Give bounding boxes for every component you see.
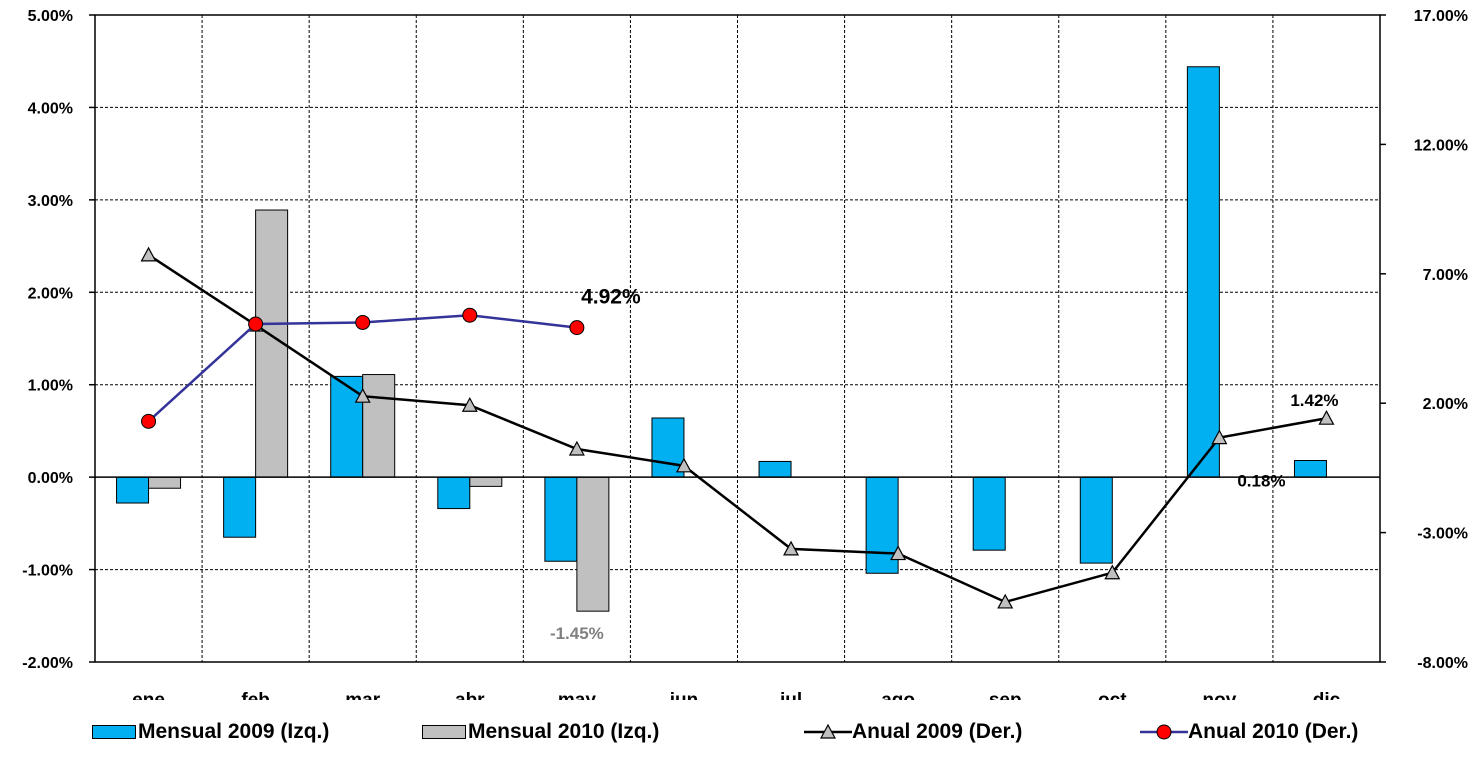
- bar-mensual-2009: [972, 476, 1006, 551]
- legend-swatch-mensual-2010: [422, 725, 466, 739]
- category-label: may: [558, 690, 596, 700]
- category-label: ene: [132, 690, 165, 700]
- point-anual-2009: [1211, 429, 1228, 445]
- legend-label: Mensual 2010 (Izq.): [468, 720, 660, 743]
- legend-marker-triangle-icon: [804, 723, 852, 739]
- legend-marker-circle-icon: [1140, 724, 1188, 740]
- right-tick-label: -8.00%: [1417, 655, 1468, 672]
- left-tick-label: 4.00%: [28, 100, 73, 117]
- bar-mensual-2009: [1293, 460, 1327, 478]
- point-anual-2010: [462, 307, 478, 323]
- left-tick-label: 1.00%: [28, 378, 73, 395]
- category-label: feb: [241, 690, 270, 700]
- line-anual-2009: [147, 253, 1327, 604]
- left-tick-label: 2.00%: [28, 285, 73, 302]
- point-anual-2009: [140, 246, 157, 262]
- point-anual-2009: [1104, 564, 1121, 580]
- data-label: 4.92%: [581, 286, 641, 309]
- category-label: oct: [1098, 690, 1127, 700]
- point-anual-2009: [568, 440, 585, 456]
- legend-label: Anual 2009 (Der.): [852, 720, 1023, 743]
- category-label: ago: [881, 690, 915, 700]
- point-anual-2009: [675, 457, 692, 473]
- point-anual-2009: [783, 540, 800, 556]
- bar-mensual-2009: [1186, 66, 1220, 478]
- left-tick-label: 3.00%: [28, 193, 73, 210]
- right-tick-label: 7.00%: [1423, 267, 1468, 284]
- legend-item-mensual-2010: Mensual 2010 (Izq.): [422, 712, 659, 752]
- bars: [116, 66, 1327, 612]
- legend: Mensual 2009 (Izq.) Mensual 2010 (Izq.) …: [0, 712, 1472, 752]
- right-tick-label: -3.00%: [1417, 526, 1468, 543]
- bar-mensual-2009: [437, 476, 471, 510]
- point-anual-2009: [890, 545, 907, 561]
- point-anual-2010: [569, 320, 585, 336]
- category-label: nov: [1202, 690, 1236, 700]
- category-label: mar: [345, 690, 380, 700]
- left-tick-label: -1.00%: [22, 563, 73, 580]
- tick-labels: 5.00% 4.00% 3.00% 2.00% 1.00% 0.00% -1.00% -2.0…: [22, 8, 1468, 700]
- legend-label: Anual 2010 (Der.): [1188, 720, 1359, 743]
- category-label: abr: [455, 690, 485, 700]
- bar-mensual-2010: [362, 374, 396, 478]
- bar-mensual-2009: [758, 460, 792, 478]
- axes: [89, 14, 1386, 663]
- data-label: 1.42%: [1290, 391, 1338, 410]
- data-label: -1.45%: [550, 624, 604, 643]
- bar-mensual-2009: [651, 417, 685, 478]
- bar-mensual-2009: [544, 476, 578, 562]
- category-label: sep: [989, 690, 1022, 700]
- point-anual-2010: [248, 316, 264, 332]
- category-label: jul: [779, 690, 802, 700]
- category-label: dic: [1313, 690, 1341, 700]
- data-label: 0.18%: [1237, 472, 1285, 491]
- point-anual-2009: [354, 387, 371, 403]
- legend-item-anual-2010: Anual 2010 (Der.): [1140, 712, 1358, 752]
- point-anual-2009: [997, 593, 1014, 609]
- point-anual-2009: [461, 397, 478, 412]
- right-tick-label: 17.00%: [1414, 8, 1468, 25]
- point-anual-2010: [355, 314, 371, 330]
- category-label: jun: [669, 690, 699, 700]
- plot-frame: [94, 14, 1381, 663]
- bar-mensual-2009: [223, 476, 257, 538]
- bar-mensual-2009: [330, 375, 364, 478]
- bar-mensual-2009: [1079, 476, 1113, 564]
- bar-mensual-2009: [116, 476, 150, 504]
- bar-mensual-2010: [576, 476, 610, 612]
- point-anual-2009: [1318, 409, 1335, 425]
- lines: [140, 246, 1335, 609]
- left-tick-label: 5.00%: [28, 8, 73, 25]
- legend-swatch-mensual-2009: [92, 725, 136, 739]
- combo-chart: 5.00% 4.00% 3.00% 2.00% 1.00% 0.00% -1.00% -2.0…: [22, 8, 1468, 700]
- right-tick-label: 2.00%: [1423, 396, 1468, 413]
- bar-mensual-2010: [469, 476, 503, 487]
- legend-item-mensual-2009: Mensual 2009 (Izq.): [92, 712, 329, 752]
- annotations: 4.92% -1.45% 1.42% 0.18%: [550, 286, 1339, 644]
- bar-mensual-2010: [148, 476, 182, 489]
- legend-label: Mensual 2009 (Izq.): [138, 720, 330, 743]
- legend-item-anual-2009: Anual 2009 (Der.): [804, 712, 1022, 752]
- left-tick-label: 0.00%: [28, 470, 73, 487]
- point-anual-2010: [141, 413, 157, 429]
- right-tick-label: 12.00%: [1414, 137, 1468, 154]
- left-tick-label: -2.00%: [22, 655, 73, 672]
